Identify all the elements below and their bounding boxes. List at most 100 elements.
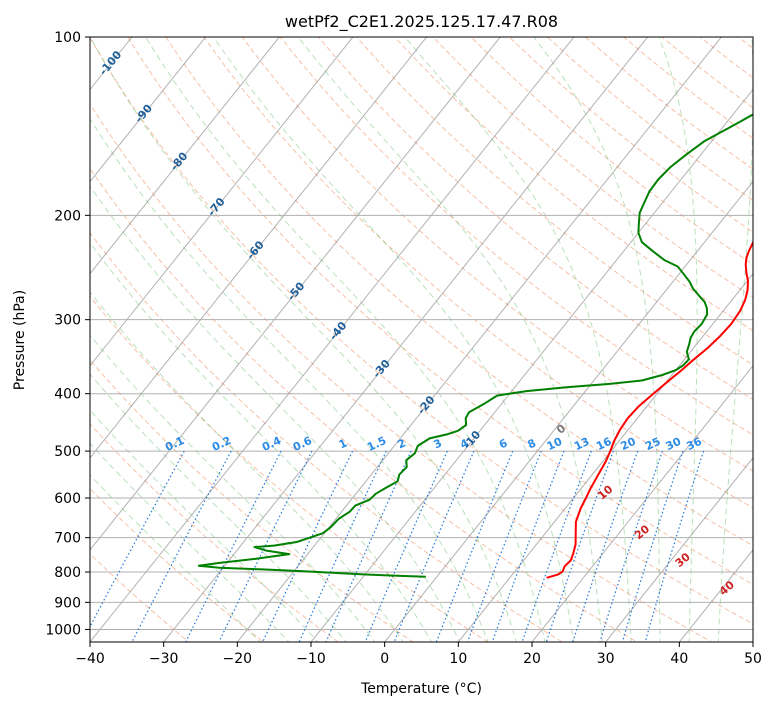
mixing-ratio-line [572,450,639,642]
mixing-ratio-label: 16 [594,435,614,453]
isopleth-labels: 0.1 0.2 0.4 0.6 1 1.5 2 3 4 6 8 10 13 16 20 25 30 36-100-… [97,48,738,598]
dry-adiabat-line [90,553,190,642]
mixing-ratio-label: 6 [497,436,510,451]
dry-adiabat-label: -30 [370,357,393,381]
isotherm-line [457,272,753,642]
moist-adiabat-line [533,37,661,642]
isotherm-line [163,37,649,642]
dry-adiabat-label: -80 [168,149,191,173]
temperature-profile-line [546,240,753,579]
skewed-isotherms [0,10,753,645]
isotherm-line [605,457,753,642]
mixing-ratio-label: 36 [684,435,704,453]
y-tick-label: 100 [54,30,81,46]
moist-adiabats [90,37,753,642]
x-tick-label: 10 [449,651,467,667]
y-axis-ticks: 100 200 300 400 500 600 700 800 900 1000 [45,30,90,638]
moist-adiabat-line [90,291,404,642]
isotherm-line [310,88,753,642]
moist-adiabat-line [297,37,603,642]
dry-adiabat-line [90,167,639,642]
mixing-ratio-line [466,450,542,642]
x-tick-label: −30 [149,651,179,667]
moist-adiabat-line [717,37,753,642]
x-tick-label: 30 [597,651,615,667]
x-axis-ticks: −40 −30 −20 −10 0 10 20 30 40 50 [75,642,762,667]
x-tick-label: −10 [296,651,326,667]
profile-series [197,113,753,579]
dry-adiabat-line [279,37,753,436]
moist-adiabat-line [90,409,319,642]
isotherm-line [90,37,501,551]
isotherm-line [531,364,753,642]
x-tick-label: 0 [380,651,389,667]
dry-adiabat-label: -90 [132,102,155,126]
mixing-ratio-line [325,450,412,642]
dry-adiabat-line [741,10,775,645]
x-tick-label: 40 [670,651,688,667]
mixing-ratio-line [545,450,614,642]
dry-adiabat-line [699,37,753,79]
dry-adiabat-line [90,37,753,625]
dry-adiabat-label: -20 [415,393,438,417]
y-tick-label: 700 [54,531,81,547]
mixing-ratio-line [491,450,565,642]
moist-adiabat-line [90,442,290,642]
dry-adiabat-line [90,231,564,642]
mixing-ratio-line [218,450,313,642]
mixing-ratio-label: 10 [545,435,565,453]
isotherm-line [90,37,207,183]
dry-adiabat-label: -60 [244,238,267,262]
moist-adiabat-line [658,37,698,642]
moist-adiabat-label: 10 [595,483,615,503]
mixing-ratio-line [644,450,705,642]
dewpoint-profile-line [197,113,753,578]
mixing-ratio-line [131,450,232,642]
mixing-ratio-label: 3 [432,436,444,451]
mixing-ratio-label: 30 [664,435,684,453]
dry-adiabat-line [241,37,753,472]
dry-adiabat-label: -50 [285,279,308,303]
moist-adiabat-label: 20 [632,522,652,542]
x-tick-label: −20 [223,651,253,667]
dry-adiabat-line [622,37,753,139]
dry-adiabat-line [546,37,753,201]
x-tick-label: −40 [75,651,105,667]
mixing-ratio-line [393,450,475,642]
isotherm-line [90,37,428,459]
mixing-ratio-line [298,450,387,642]
dry-adiabat-line [90,295,489,642]
moist-adiabat-label: 30 [673,550,693,570]
moist-adiabat-line [90,37,518,642]
y-tick-label: 900 [54,595,81,611]
dry-adiabat-line [737,37,753,49]
isotherm-line [90,37,280,275]
moist-adiabat-line [90,117,489,642]
isotherm-line [90,37,354,367]
dry-adiabat-label: -100 [97,48,125,78]
mixing-ratio-line [90,450,185,628]
isotherm-line [0,10,6,645]
y-tick-label: 400 [54,387,81,403]
dry-adiabat-line [203,37,753,509]
moist-adiabat-line [404,37,632,642]
mixing-ratio-label: 20 [618,435,638,453]
mixing-ratio-label: 1 [337,436,349,451]
dry-adiabat-line [90,103,713,642]
mixing-ratio-line [435,450,514,642]
mixing-ratio-label: 2 [395,436,407,451]
pressure-gridlines [90,37,753,630]
dry-adiabat-line [127,37,753,586]
chart-title: wetPf2_C2E1.2025.125.17.47.R08 [285,12,558,32]
dry-adiabat-line [470,37,753,266]
mixing-ratio-line [185,450,282,642]
dry-adiabat-label: -40 [327,319,350,343]
x-tick-label: 50 [744,651,762,667]
mixing-ratio-line [621,450,684,642]
moist-adiabat-label: 40 [717,578,737,598]
mixing-ratio-line [364,450,448,642]
y-tick-label: 200 [54,208,81,224]
y-axis-title: Pressure (hPa) [12,290,28,390]
y-tick-label: 300 [54,313,81,329]
